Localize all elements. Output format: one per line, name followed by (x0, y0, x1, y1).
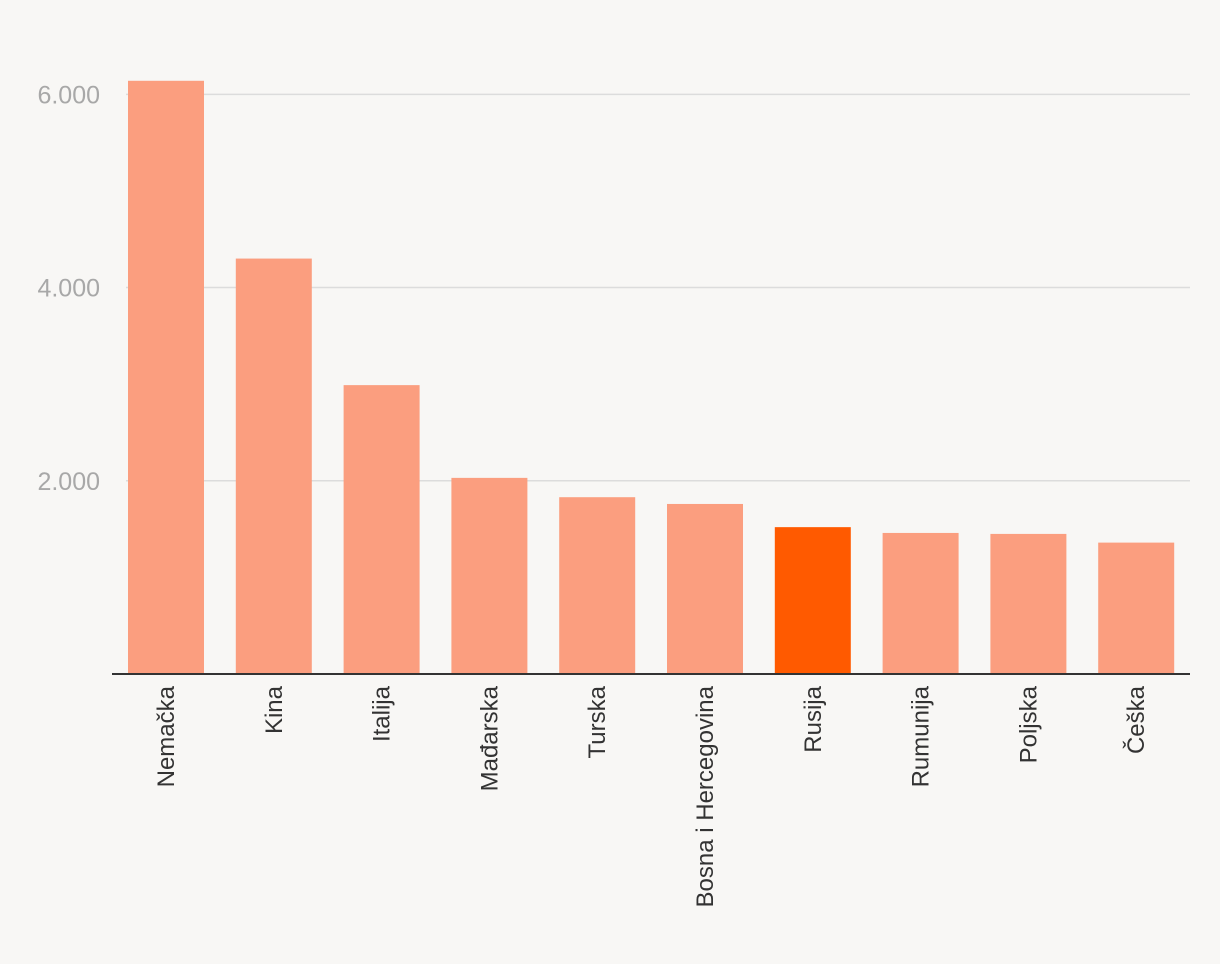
bar-nemacka (128, 80, 204, 675)
x-tick-label-italija: Italija (369, 685, 396, 742)
x-tick-label-poljska: Poljska (1015, 685, 1042, 763)
x-tick-label-rumunija: Rumunija (908, 685, 935, 787)
bar-turska (559, 497, 636, 674)
y-tick-label-4000: 4.000 (37, 275, 100, 303)
bar-bosna-i-hercegovina (667, 503, 743, 674)
y-axis-tick-labels: 2.000 4.000 6.000 (37, 81, 100, 495)
x-tick-label-turska: Turska (584, 685, 611, 758)
bar-rumunija (882, 532, 959, 674)
x-tick-label-madarska: Mađarska (476, 685, 503, 791)
bar-madarska (451, 477, 528, 674)
bar-poljska (990, 533, 1067, 674)
x-tick-label-ceska: Češka (1122, 685, 1150, 754)
bars (128, 80, 1175, 675)
bar-kina (235, 258, 312, 674)
y-tick-label-2000: 2.000 (37, 468, 100, 496)
bar-rusija (774, 527, 851, 674)
x-tick-label-bosna-i-hercegovina: Bosna i Hercegovina (692, 685, 719, 907)
y-tick-label-6000: 6.000 (37, 81, 100, 109)
x-tick-label-kina: Kina (261, 685, 288, 734)
x-tick-label-nemacka: Nemačka (153, 685, 180, 787)
bar-ceska (1098, 542, 1175, 674)
x-axis-tick-labels: Nemačka Kina Italija Mađarska Turska Bosna i … (153, 685, 1150, 907)
x-tick-label-rusija: Rusija (800, 685, 827, 752)
bar-italija (343, 385, 420, 674)
